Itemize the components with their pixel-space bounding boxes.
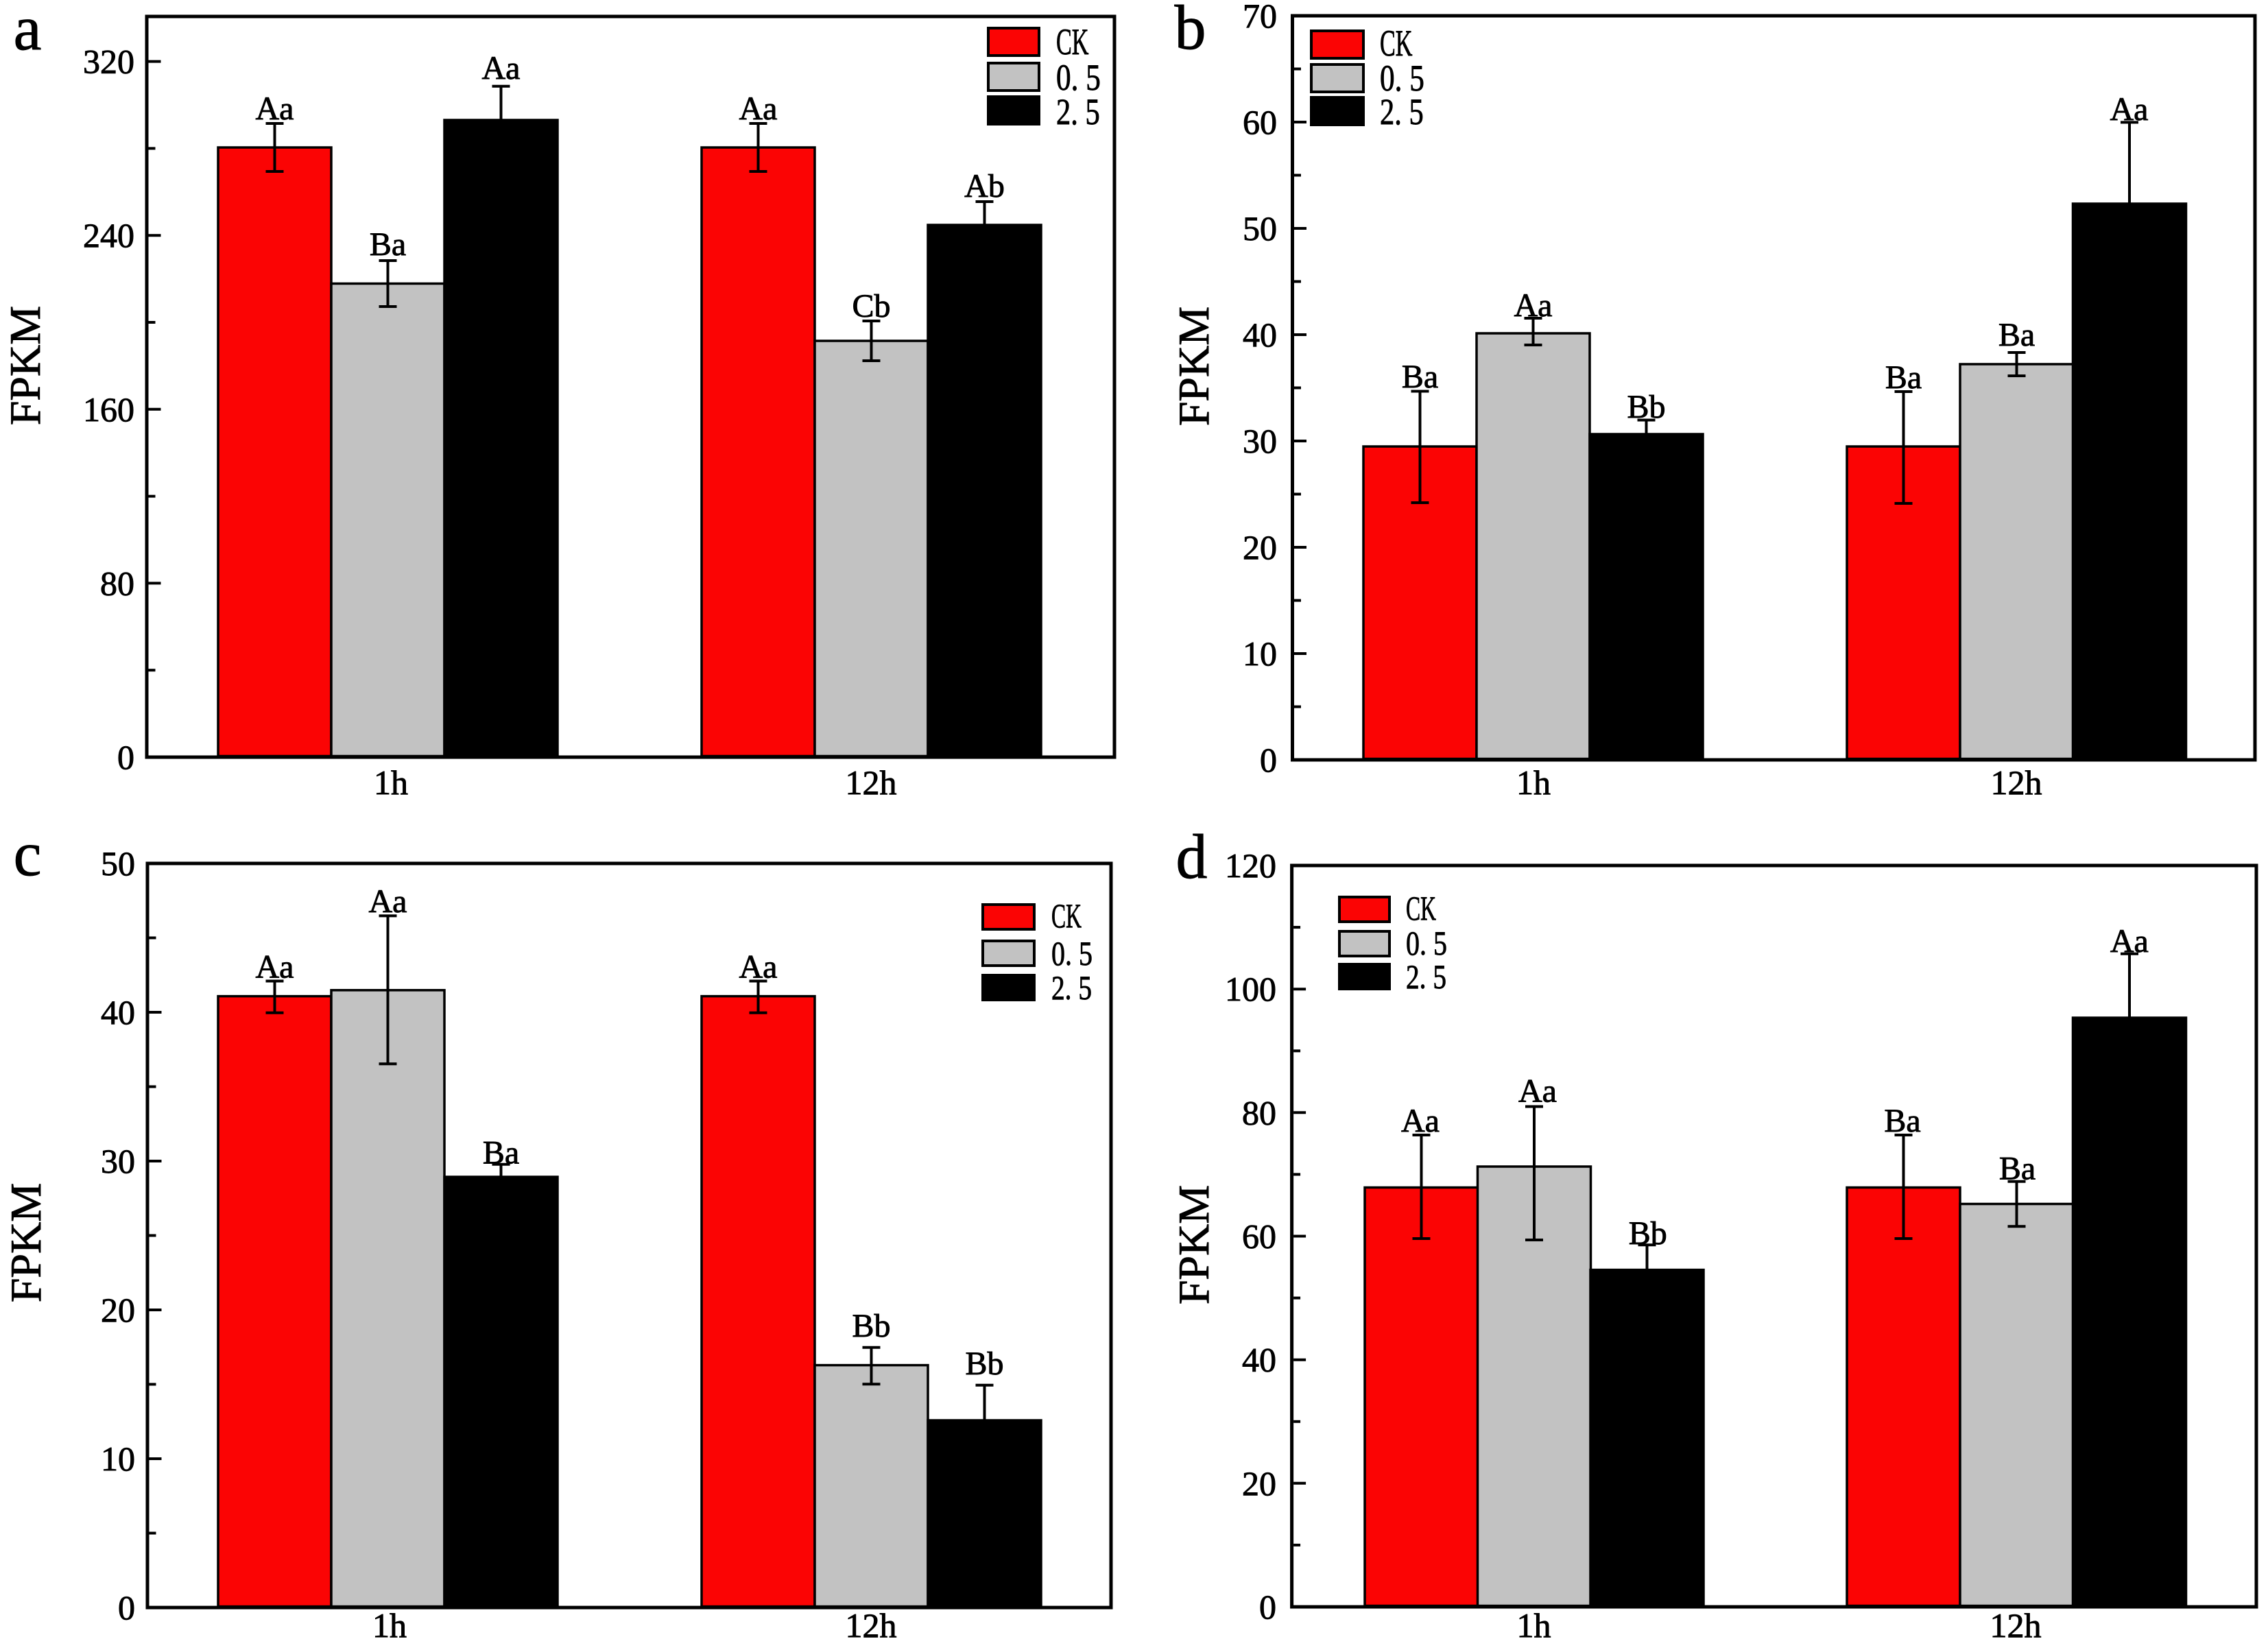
svg-text:1h: 1h (374, 763, 408, 802)
svg-text:12h: 12h (1990, 1606, 2042, 1645)
svg-text:Ab: Ab (964, 168, 1005, 204)
svg-text:c: c (14, 819, 42, 889)
svg-text:Aa: Aa (1518, 1073, 1557, 1110)
svg-text:FPKM: FPKM (1169, 1185, 1218, 1304)
svg-text:70: 70 (1243, 0, 1277, 35)
svg-text:Ba: Ba (1402, 359, 1438, 395)
svg-text:50: 50 (101, 844, 135, 883)
svg-text:Ba: Ba (1884, 1103, 1920, 1139)
svg-text:2. 5: 2. 5 (1380, 91, 1424, 132)
svg-text:40: 40 (1242, 1341, 1276, 1379)
svg-text:30: 30 (1243, 422, 1277, 460)
svg-text:2. 5: 2. 5 (1406, 957, 1446, 996)
svg-text:240: 240 (83, 216, 134, 254)
svg-text:a: a (14, 0, 42, 63)
svg-text:12h: 12h (846, 1606, 897, 1645)
svg-text:Bb: Bb (965, 1346, 1003, 1382)
svg-text:20: 20 (1243, 528, 1277, 566)
svg-text:FPKM: FPKM (1169, 307, 1218, 426)
svg-text:12h: 12h (846, 763, 897, 802)
svg-text:Aa: Aa (369, 883, 407, 920)
svg-text:Aa: Aa (2110, 923, 2149, 959)
svg-text:100: 100 (1225, 970, 1276, 1008)
svg-text:10: 10 (101, 1440, 135, 1478)
svg-text:60: 60 (1242, 1217, 1276, 1256)
svg-text:Aa: Aa (739, 91, 778, 127)
svg-text:Bb: Bb (1629, 1215, 1667, 1252)
svg-text:Aa: Aa (256, 949, 294, 986)
svg-text:0. 5: 0. 5 (1051, 934, 1093, 972)
svg-text:d: d (1176, 822, 1208, 892)
svg-text:b: b (1175, 0, 1206, 62)
svg-text:50: 50 (1243, 209, 1277, 248)
svg-text:Aa: Aa (739, 949, 778, 986)
svg-text:2. 5: 2. 5 (1056, 91, 1100, 132)
svg-text:80: 80 (100, 564, 134, 602)
svg-text:Ba: Ba (1885, 359, 1922, 396)
svg-text:CK: CK (1406, 889, 1436, 927)
svg-text:60: 60 (1243, 103, 1277, 141)
svg-text:0: 0 (118, 1588, 135, 1627)
svg-text:1h: 1h (372, 1606, 407, 1645)
svg-text:1h: 1h (1517, 1606, 1551, 1645)
svg-text:40: 40 (1243, 315, 1277, 354)
svg-text:160: 160 (83, 390, 134, 429)
svg-text:Aa: Aa (256, 91, 294, 127)
svg-text:320: 320 (83, 43, 134, 81)
svg-text:10: 10 (1243, 634, 1277, 673)
svg-text:Ba: Ba (1999, 1150, 2036, 1186)
svg-text:0. 5: 0. 5 (1056, 57, 1101, 98)
svg-text:0: 0 (1260, 741, 1277, 779)
svg-text:1h: 1h (1516, 763, 1551, 802)
svg-text:0. 5: 0. 5 (1380, 58, 1424, 99)
svg-text:0: 0 (117, 738, 134, 776)
svg-text:0: 0 (1259, 1588, 1276, 1626)
svg-text:0. 5: 0. 5 (1406, 924, 1447, 962)
svg-text:20: 20 (101, 1291, 135, 1329)
svg-text:40: 40 (101, 993, 135, 1031)
svg-text:80: 80 (1242, 1093, 1276, 1132)
svg-text:Aa: Aa (2110, 91, 2149, 128)
svg-text:Aa: Aa (482, 50, 521, 86)
svg-text:FPKM: FPKM (1, 306, 49, 425)
svg-text:Bb: Bb (852, 1308, 890, 1344)
svg-text:12h: 12h (1991, 763, 2042, 802)
svg-text:Cb: Cb (852, 288, 890, 324)
svg-text:20: 20 (1242, 1464, 1276, 1503)
svg-text:Aa: Aa (1514, 287, 1553, 324)
svg-text:Bb: Bb (1627, 389, 1665, 425)
svg-text:Ba: Ba (483, 1135, 519, 1171)
svg-text:120: 120 (1225, 846, 1276, 885)
svg-text:30: 30 (101, 1142, 135, 1180)
svg-text:Ba: Ba (370, 226, 406, 263)
svg-text:CK: CK (1380, 23, 1413, 64)
svg-text:CK: CK (1051, 896, 1082, 935)
svg-text:FPKM: FPKM (1, 1183, 50, 1302)
svg-text:Aa: Aa (1401, 1103, 1440, 1139)
svg-text:Ba: Ba (1998, 317, 2035, 353)
svg-text:CK: CK (1056, 21, 1089, 62)
svg-text:2. 5: 2. 5 (1051, 968, 1092, 1007)
